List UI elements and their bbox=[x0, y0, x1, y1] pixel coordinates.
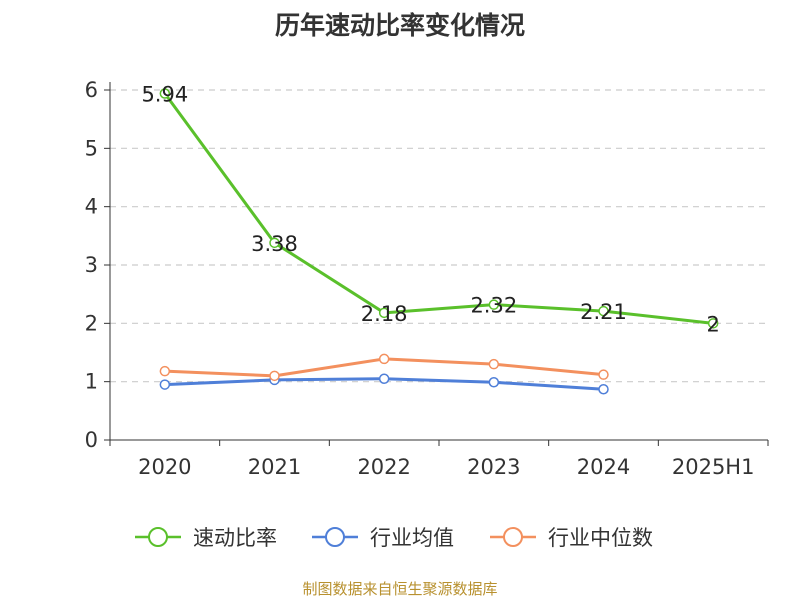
x-tick-label: 2022 bbox=[357, 455, 410, 479]
legend-label: 速动比率 bbox=[193, 526, 277, 550]
data-point bbox=[159, 88, 171, 99]
x-tick-label: 2020 bbox=[138, 455, 191, 479]
data-point bbox=[488, 299, 500, 310]
data-point bbox=[159, 365, 171, 377]
data-label: 5.94 bbox=[141, 83, 188, 107]
chart-title: 历年速动比率变化情况 bbox=[274, 11, 525, 40]
data-point bbox=[159, 379, 171, 390]
legend-label: 行业均值 bbox=[370, 526, 454, 550]
data-label: 2.21 bbox=[580, 300, 627, 324]
legend: 速动比率 行业均值 行业中位数 bbox=[135, 526, 653, 550]
y-tick-label: 3 bbox=[85, 253, 98, 277]
series-lines bbox=[163, 92, 714, 391]
data-point bbox=[378, 373, 390, 384]
data-point bbox=[378, 353, 390, 365]
x-tick-label: 2025H1 bbox=[672, 455, 755, 479]
legend-marker bbox=[325, 527, 345, 547]
legend-label: 行业中位数 bbox=[548, 526, 653, 550]
data-point bbox=[269, 237, 280, 249]
y-tick-label: 0 bbox=[85, 428, 98, 452]
data-points bbox=[159, 88, 719, 395]
y-tick-label: 6 bbox=[85, 78, 98, 102]
source-note: 制图数据来自恒生聚源数据库 bbox=[302, 580, 498, 598]
line-chart: 0 1 2 3 4 5 6 2020 2021 2022 2023 2024 2025H1 5.94 3.… bbox=[85, 78, 769, 550]
data-label: 3.38 bbox=[251, 232, 298, 256]
data-labels: 5.94 3.38 2.18 2.32 2.21 2 bbox=[141, 83, 719, 337]
axes: 0 1 2 3 4 5 6 2020 2021 2022 2023 2024 2025H1 bbox=[85, 78, 769, 479]
x-tick-label: 2021 bbox=[248, 455, 301, 479]
legend-marker bbox=[148, 527, 168, 547]
data-label: 2.32 bbox=[470, 294, 517, 318]
legend-marker bbox=[503, 527, 523, 547]
data-point bbox=[598, 384, 609, 395]
data-point bbox=[598, 305, 609, 317]
data-point bbox=[378, 307, 390, 319]
data-point bbox=[269, 370, 280, 382]
data-point bbox=[488, 358, 500, 370]
y-tick-label: 5 bbox=[85, 136, 98, 160]
x-tick-label: 2023 bbox=[467, 455, 520, 479]
grid-lines bbox=[110, 89, 768, 383]
y-tick-label: 4 bbox=[85, 195, 98, 219]
data-label: 2.18 bbox=[361, 302, 408, 326]
y-tick-label: 1 bbox=[85, 370, 98, 394]
data-point bbox=[488, 377, 500, 388]
y-tick-label: 2 bbox=[85, 311, 98, 335]
data-label: 2 bbox=[706, 312, 719, 336]
series-line-0 bbox=[163, 92, 714, 325]
data-point bbox=[707, 318, 719, 329]
data-point bbox=[598, 369, 609, 380]
x-tick-label: 2024 bbox=[577, 455, 630, 479]
